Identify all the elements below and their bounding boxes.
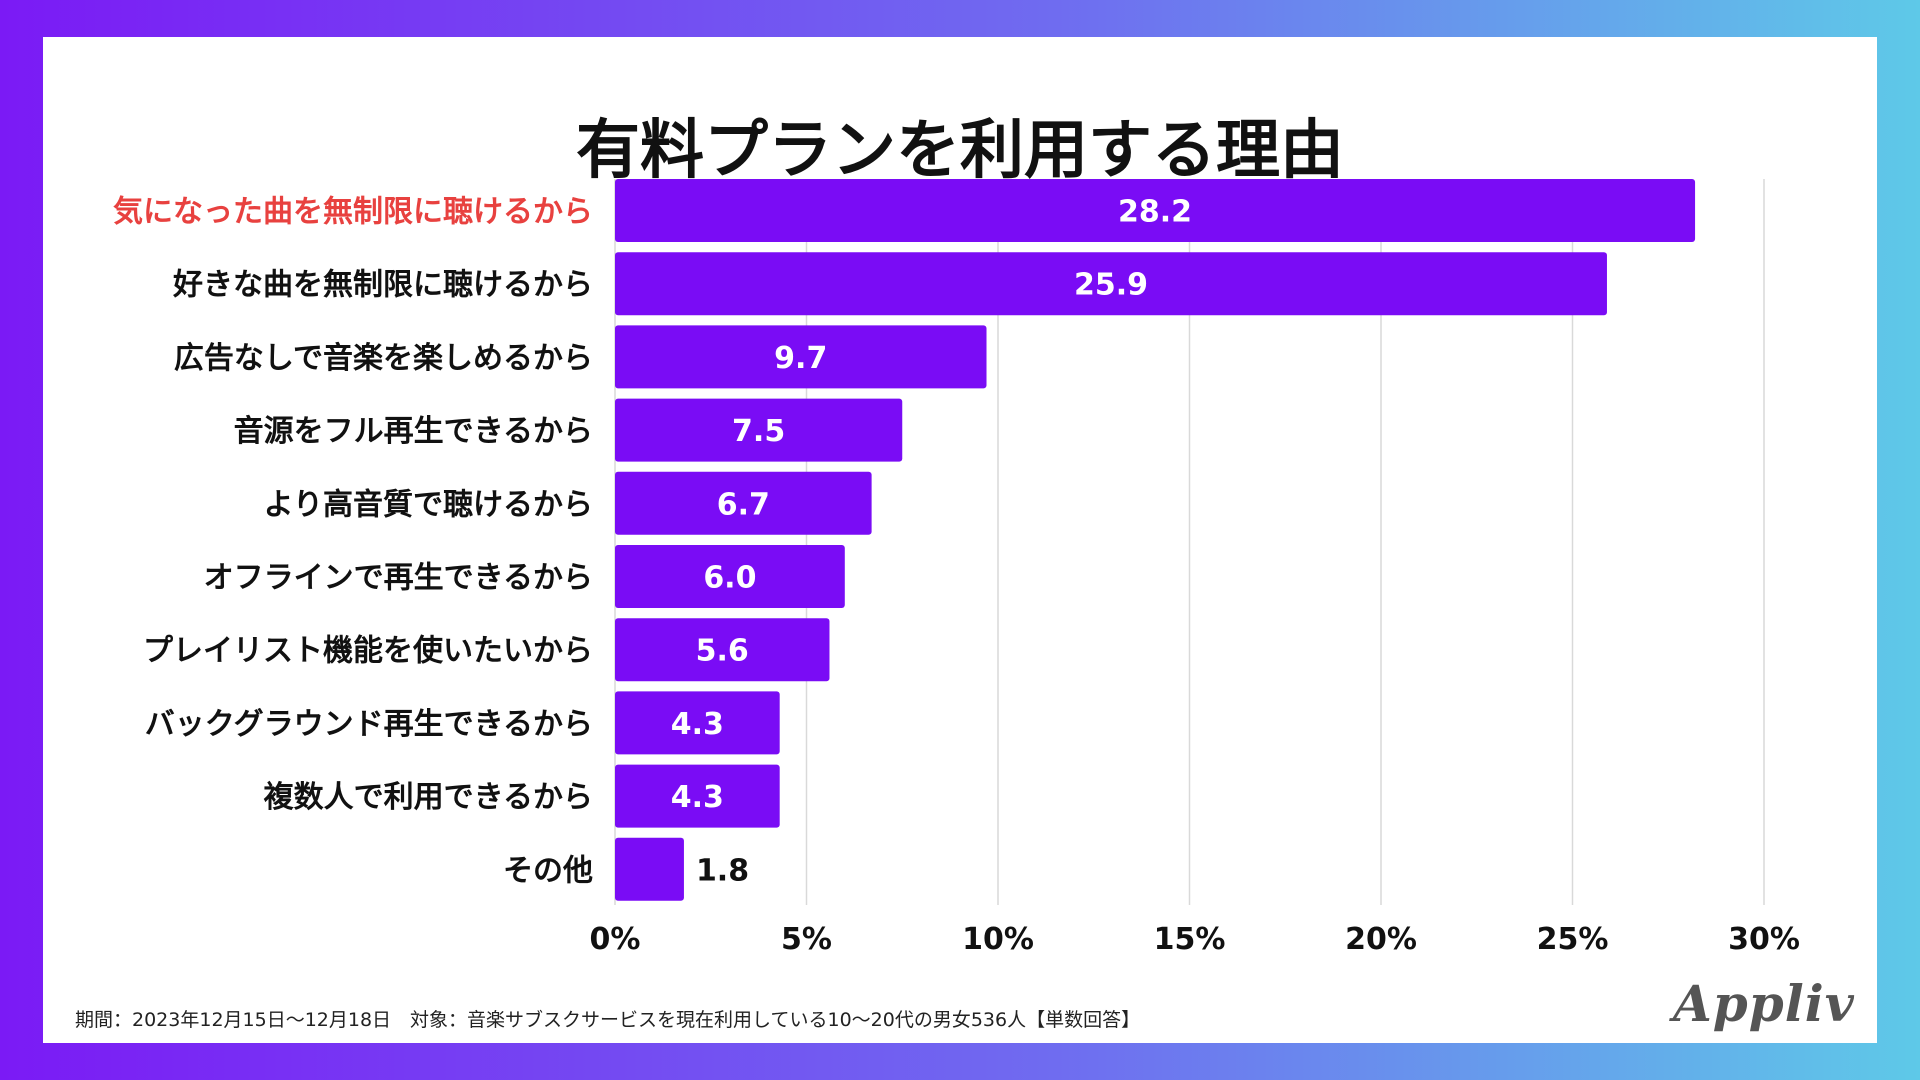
bar-chart: 気になった曲を無制限に聴けるから好きな曲を無制限に聴けるから広告なしで音楽を楽し… (113, 179, 1800, 957)
value-label: 5.6 (696, 634, 749, 669)
bar (615, 325, 987, 389)
bar (615, 691, 780, 755)
value-label: 4.3 (671, 780, 724, 815)
bar (615, 471, 872, 535)
value-label: 6.7 (717, 487, 770, 522)
x-tick-label: 5% (781, 922, 832, 957)
bars (615, 179, 1696, 901)
category-labels: 気になった曲を無制限に聴けるから好きな曲を無制限に聴けるから広告なしで音楽を楽し… (113, 195, 593, 889)
x-tick-label: 15% (1154, 922, 1226, 957)
chart-title: 有料プランを利用する理由 (576, 114, 1344, 188)
value-label: 9.7 (774, 341, 827, 376)
bar (615, 618, 830, 682)
category-label: プレイリスト機能を使いたいから (143, 634, 593, 669)
bar (615, 398, 903, 462)
category-label: 複数人で利用できるから (264, 780, 593, 815)
x-tick-label: 30% (1728, 922, 1800, 957)
value-label: 4.3 (671, 707, 724, 742)
x-axis-ticks: 0% 5% 10% 15% 20% 25% 30% (590, 922, 1800, 957)
x-tick-label: 0% (590, 922, 641, 957)
category-label: 広告なしで音楽を楽しめるから (174, 341, 593, 376)
category-label: バックグラウンド再生できるから (145, 707, 593, 742)
value-label: 1.8 (696, 853, 749, 888)
appliv-logo: Appliv (1673, 974, 1855, 1033)
bar (615, 252, 1607, 316)
category-label: その他 (503, 853, 593, 888)
bar (615, 837, 684, 901)
category-label: 好きな曲を無制限に聴けるから (172, 268, 593, 303)
category-label: より高音質で聴けるから (264, 487, 593, 522)
x-tick-label: 10% (962, 922, 1034, 957)
footnote: 期間：2023年12月15日～12月18日 対象：音楽サブスクサービスを現在利用… (75, 1009, 1141, 1031)
bar (615, 545, 845, 608)
value-label: 28.2 (1118, 195, 1192, 230)
value-label: 6.0 (703, 561, 756, 596)
category-label: 気になった曲を無制限に聴けるから (113, 195, 593, 230)
x-tick-label: 20% (1345, 922, 1417, 957)
category-label: 音源をフル再生できるから (234, 414, 593, 449)
bar (615, 764, 780, 828)
value-labels: 28.2 25.9 9.7 7.5 6.7 6.0 5.6 4.3 4.3 1.8 (671, 195, 1192, 889)
value-label: 25.9 (1074, 268, 1148, 303)
category-label: オフラインで再生できるから (204, 561, 593, 596)
value-label: 7.5 (732, 414, 785, 449)
x-tick-label: 25% (1537, 922, 1609, 957)
chart-card: 有料プランを利用する理由 気になった曲を無制限に聴けるから好きな曲を無制限に聴け… (43, 37, 1877, 1043)
bar (615, 179, 1696, 242)
